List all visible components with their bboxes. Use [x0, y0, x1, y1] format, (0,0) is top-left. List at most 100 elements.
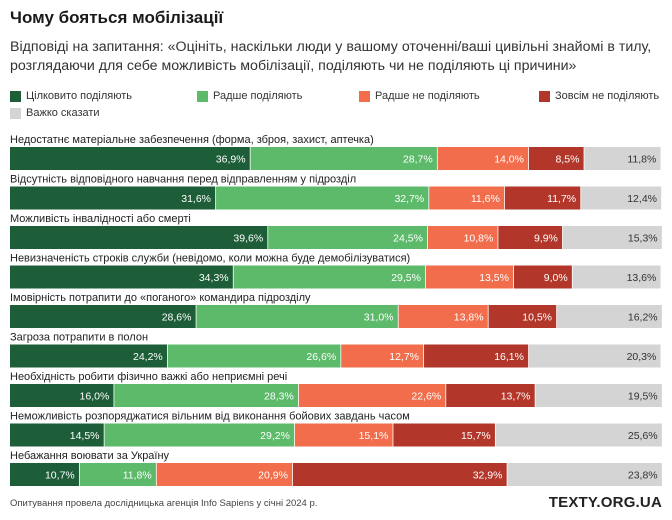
bar-segment — [250, 147, 437, 170]
category-label: Неможливість розпоряджатися вільним від … — [10, 411, 410, 423]
legend-item-rather-not-share: Радше не поділяють — [359, 90, 480, 102]
bar-segment — [562, 226, 662, 249]
bar-segment — [233, 265, 426, 289]
data-label: 10,7% — [45, 470, 75, 482]
bar-segment — [393, 423, 495, 447]
bar-segment — [398, 305, 488, 328]
bar-segment — [513, 265, 572, 289]
chart-subtitle: Відповіді на запитання: «Оцініть, наскіл… — [10, 39, 652, 74]
category-label: Невизначеність строків служби (невідомо,… — [10, 253, 410, 265]
legend-swatch — [10, 90, 21, 102]
data-label: 8,5% — [555, 154, 579, 166]
legend: Цілковито поділяють Радше поділяють Радш… — [10, 88, 665, 128]
data-label: 23,8% — [628, 470, 658, 482]
data-label: 10,5% — [522, 312, 552, 324]
data-label: 29,2% — [260, 430, 290, 442]
data-label: 31,0% — [364, 312, 394, 324]
data-label: 28,7% — [403, 154, 433, 166]
bar-segment — [114, 384, 299, 407]
data-label: 24,5% — [393, 233, 423, 245]
data-label: 9,0% — [544, 272, 568, 284]
legend-label: Радше поділяють — [213, 90, 303, 102]
bar-segment — [10, 265, 233, 289]
bar-segment — [446, 384, 535, 407]
bar-segment — [10, 305, 196, 328]
data-label: 15,1% — [359, 430, 389, 442]
bar-segment — [10, 384, 114, 407]
bar-segment — [294, 423, 393, 447]
brand-logo: TEXTY.ORG.UA — [548, 494, 662, 511]
bar-segment — [528, 147, 584, 170]
data-label: 11,8% — [123, 470, 152, 482]
data-label: 11,6% — [471, 193, 500, 205]
data-label: 16,1% — [494, 351, 524, 363]
data-label: 22,6% — [411, 391, 441, 403]
data-label: 32,7% — [394, 193, 424, 205]
data-label: 14,0% — [494, 154, 524, 166]
data-label: 25,6% — [628, 430, 658, 442]
chart-title: Чому бояться мобілізації — [10, 8, 224, 27]
bar-segment — [495, 423, 662, 447]
data-label: 15,3% — [628, 233, 658, 245]
data-label: 16,2% — [628, 312, 658, 324]
data-label: 28,3% — [264, 391, 294, 403]
data-label: 11,7% — [547, 193, 576, 205]
bar-segment — [10, 226, 268, 249]
legend-label: Зовсім не поділяють — [555, 90, 660, 102]
category-label: Необхідність робити фізично важкі або не… — [10, 371, 287, 383]
data-label: 13,5% — [479, 272, 509, 284]
bar-segment — [298, 384, 446, 407]
data-label: 14,5% — [70, 430, 100, 442]
bar-segment — [104, 423, 295, 447]
data-label: 12,7% — [389, 351, 419, 363]
data-label: 20,3% — [627, 351, 657, 363]
bar-segment — [572, 265, 661, 289]
data-label: 15,7% — [461, 430, 491, 442]
bar-segment — [216, 186, 429, 210]
legend-swatch — [359, 90, 370, 102]
bar-segment — [424, 344, 529, 368]
legend-swatch — [197, 90, 208, 102]
data-label: 12,4% — [627, 193, 657, 205]
data-label: 16,0% — [80, 391, 110, 403]
legend-label: Цілковито поділяють — [26, 90, 132, 102]
bar-segment — [10, 344, 167, 368]
legend-swatch — [10, 107, 21, 119]
bar-segment — [557, 305, 662, 328]
data-label: 36,9% — [216, 154, 246, 166]
bar-segment — [156, 463, 293, 486]
bar-segment — [507, 463, 662, 486]
bar-segment — [10, 147, 250, 170]
bar-segment — [10, 186, 216, 210]
legend-item-hard-to-say: Важко сказати — [10, 107, 100, 119]
data-label: 20,9% — [258, 470, 288, 482]
bar-segment — [167, 344, 341, 368]
category-label: Небажання воювати за Україну — [10, 450, 170, 462]
bar-segment — [528, 344, 661, 368]
data-label: 13,8% — [454, 312, 484, 324]
data-label: 24,2% — [133, 351, 163, 363]
data-label: 26,6% — [306, 351, 336, 363]
legend-item-not-share-at-all: Зовсім не поділяють — [539, 90, 659, 102]
bar-segment — [581, 186, 662, 210]
category-label: Можливість інвалідності або смерті — [10, 213, 191, 225]
data-label: 13,6% — [627, 272, 657, 284]
category-label: Загроза потрапити в полон — [10, 332, 148, 344]
data-label: 32,9% — [473, 470, 503, 482]
bar-segment — [268, 226, 428, 249]
bar-segment — [425, 265, 514, 289]
bar-segment — [504, 186, 581, 210]
data-label: 10,8% — [464, 233, 494, 245]
bar-segment — [10, 423, 104, 447]
data-label: 13,7% — [501, 391, 531, 403]
bar-segment — [584, 147, 661, 170]
data-label: 29,5% — [391, 272, 421, 284]
data-label: 19,5% — [628, 391, 658, 403]
data-label: 39,6% — [233, 233, 263, 245]
bar-segment — [79, 463, 156, 486]
data-label: 11,8% — [627, 154, 656, 166]
legend-label: Важко сказати — [26, 107, 100, 119]
data-label: 28,6% — [162, 312, 192, 324]
data-label: 34,3% — [199, 272, 229, 284]
